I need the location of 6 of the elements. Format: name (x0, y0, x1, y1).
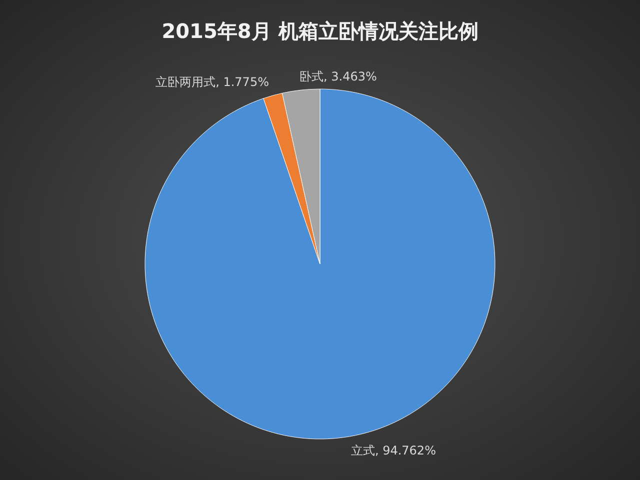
slice-label: 卧式, 3.463% (299, 69, 377, 84)
chart-title: 2015年8月 机箱立卧情况关注比例 (162, 19, 478, 43)
slice-label: 立式, 94.762% (350, 444, 436, 458)
slice-label: 立卧两用式, 1.775% (156, 75, 269, 90)
pie-slice (263, 92, 320, 264)
pie-slice (144, 88, 496, 440)
